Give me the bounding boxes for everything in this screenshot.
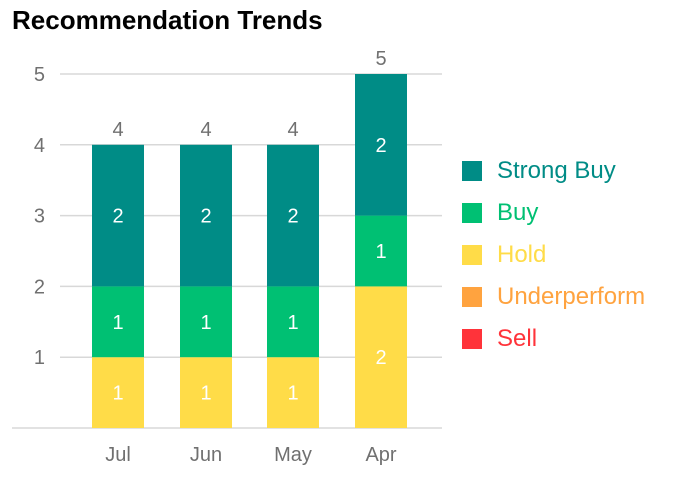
x-tick-label: Jul [105,444,131,466]
legend-swatch-underperform [462,287,482,307]
legend-item-strong-buy[interactable]: Strong Buy [462,150,645,192]
legend-item-underperform[interactable]: Underperform [462,276,645,318]
legend-label-buy: Buy [497,199,539,226]
segment-value-label: 1 [112,312,123,334]
bar-total-label: 4 [112,119,123,141]
segment-value-label: 2 [375,347,386,369]
bar-segment-strong-buy[interactable] [180,144,232,287]
y-tick-label: 1 [34,347,45,369]
x-tick-label: May [274,444,312,466]
legend-item-hold[interactable]: Hold [462,234,645,276]
x-tick-label: Jun [190,444,222,466]
chart-legend: Strong Buy Buy Hold Underperform Sell [462,150,645,360]
legend-swatch-sell [462,329,482,349]
y-tick-label: 2 [34,276,45,298]
bar-segment-strong-buy[interactable] [92,144,144,287]
segment-value-label: 1 [200,312,211,334]
bar-segment-hold[interactable] [267,357,319,428]
y-tick-label: 3 [34,206,45,228]
x-tick-label: Apr [365,444,396,466]
chart-title: Recommendation Trends [12,5,323,35]
y-tick-label: 5 [34,64,45,86]
segment-value-label: 1 [375,241,386,263]
segment-value-label: 1 [112,383,123,405]
bar-segment-hold[interactable] [180,357,232,428]
legend-label-underperform: Underperform [497,283,646,310]
bar-segment-strong-buy[interactable] [355,74,407,216]
y-tick-label: 4 [34,135,45,157]
bar-total-label: 5 [375,48,386,70]
segment-value-label: 1 [287,383,298,405]
legend-label-sell: Sell [497,325,538,352]
bar-segment-hold[interactable] [355,286,407,428]
legend-label-strong-buy: Strong Buy [497,157,616,184]
segment-value-label: 2 [375,135,386,157]
segment-value-label: 1 [200,383,211,405]
bar-segment-buy[interactable] [92,286,144,358]
bar-total-label: 4 [200,119,211,141]
legend-item-sell[interactable]: Sell [462,318,645,360]
legend-item-buy[interactable]: Buy [462,192,645,234]
bar-total-label: 4 [287,119,298,141]
segment-value-label: 1 [287,312,298,334]
legend-swatch-hold [462,245,482,265]
bar-segment-buy[interactable] [355,215,407,287]
bar-segment-hold[interactable] [92,357,144,428]
bar-segment-buy[interactable] [267,286,319,358]
bar-segment-strong-buy[interactable] [267,144,319,287]
bar-segment-buy[interactable] [180,286,232,358]
segment-value-label: 2 [200,206,211,228]
segment-value-label: 2 [112,206,123,228]
legend-swatch-strong-buy [462,161,482,181]
legend-swatch-buy [462,203,482,223]
segment-value-label: 2 [287,206,298,228]
legend-label-hold: Hold [497,241,547,268]
